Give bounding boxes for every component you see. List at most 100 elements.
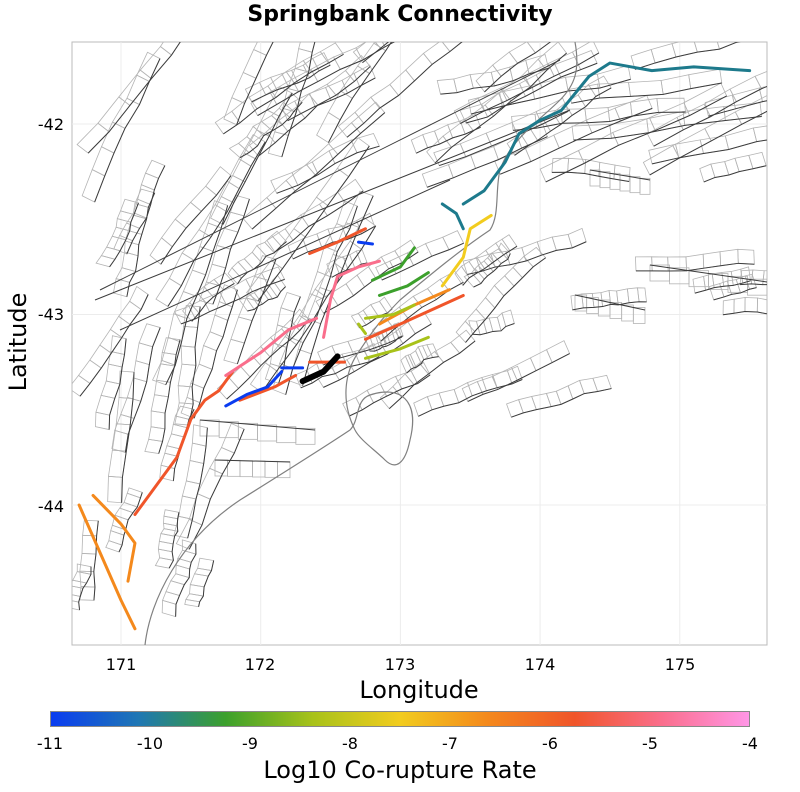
fault-plane [441, 42, 463, 53]
rupture-trace [440, 202, 465, 231]
fault-trace [571, 82, 722, 104]
fault-trace [160, 175, 232, 265]
fault-trace [236, 259, 277, 365]
fault-trace [381, 242, 464, 281]
fault-trace [276, 145, 380, 194]
fault-plane [754, 70, 767, 90]
rupture-trace [224, 316, 319, 377]
fault-plane [756, 20, 777, 38]
fault-trace [323, 323, 432, 388]
fault-trace [236, 42, 274, 125]
fault-trace [212, 198, 250, 305]
map-title: Springbank Connectivity [247, 2, 553, 27]
background-faults-layer [78, 42, 767, 617]
x-tick-label: 174 [525, 655, 556, 674]
fault-plane [769, 300, 781, 314]
fault-trace [649, 264, 767, 283]
fault-plane [774, 271, 785, 287]
colorbar-tick-label: -8 [342, 734, 358, 753]
rupture-trace [133, 370, 235, 517]
fault-trace [261, 225, 377, 393]
fault-trace [99, 59, 561, 291]
fault-trace [651, 139, 767, 165]
fault-trace [222, 92, 293, 225]
fault-trace [223, 53, 344, 135]
fault-trace [472, 323, 515, 336]
fault-trace [94, 109, 571, 301]
fault-trace [416, 126, 481, 154]
fault-trace [191, 283, 235, 322]
fault-trace [126, 192, 156, 297]
fault-trace [465, 257, 546, 343]
fault-trace [79, 294, 149, 397]
fault-plane [639, 177, 651, 195]
colorbar-gradient [50, 711, 750, 727]
fault-trace [199, 419, 316, 431]
fault-trace [118, 492, 143, 553]
fault-trace [348, 374, 431, 417]
fault-trace [323, 251, 419, 314]
fault-trace [634, 42, 741, 70]
fault-plane [793, 275, 800, 289]
fault-trace [78, 566, 92, 611]
fault-plane [747, 278, 767, 296]
fault-trace [187, 427, 208, 539]
fault-trace [258, 66, 371, 157]
rupture-traces-layer [77, 61, 752, 631]
fault-trace [473, 253, 511, 288]
rupture-trace [238, 373, 298, 402]
fault-trace [214, 459, 291, 463]
fault-trace [126, 165, 166, 255]
fault-trace [467, 353, 570, 402]
fault-trace [551, 171, 630, 183]
rupture-trace [356, 240, 374, 246]
fault-trace [500, 107, 653, 175]
fault-trace [708, 100, 767, 117]
fault-plane [783, 273, 794, 289]
fault-trace [362, 42, 390, 64]
fault-trace [346, 42, 463, 138]
fault-plane [373, 42, 392, 52]
fault-plane [392, 2, 419, 32]
fault-trace [226, 319, 310, 400]
fault-trace [369, 335, 404, 352]
coastline [345, 42, 578, 431]
x-tick-label: 171 [106, 655, 137, 674]
fault-trace [434, 52, 567, 164]
fault-trace [703, 165, 767, 183]
fault-plane [758, 85, 767, 103]
fault-plane [779, 116, 800, 138]
fault-trace [545, 95, 727, 183]
fault-trace [108, 338, 127, 430]
fault-trace [180, 278, 285, 325]
x-tick-label: 172 [245, 655, 276, 674]
fault-plane [789, 75, 800, 96]
fault-trace [574, 294, 646, 311]
fault-trace [285, 205, 358, 395]
fault-trace [109, 202, 139, 268]
fault-trace [467, 241, 587, 275]
fault-trace [87, 42, 181, 154]
fault-trace [251, 112, 386, 230]
fault-trace [281, 42, 316, 157]
fault-plane [265, 3, 289, 32]
rupture-trace [77, 503, 137, 631]
rupture-trace [224, 370, 284, 408]
fault-plane [253, 42, 274, 56]
colorbar-tick-label: -11 [36, 734, 64, 753]
x-axis: 171 172 173 174 175 Longitude [106, 655, 696, 704]
fault-plane [277, 0, 297, 9]
fault-trace [484, 42, 552, 93]
fault-trace [124, 327, 161, 453]
fault-trace [471, 78, 631, 115]
coastline [144, 391, 414, 645]
rupture-trace [363, 303, 416, 320]
colorbar-tick-label: -7 [442, 734, 458, 753]
fault-trace [175, 543, 197, 617]
rupture-trace [363, 293, 465, 341]
colorbar [50, 711, 750, 727]
fault-trace [649, 110, 767, 176]
y-axis: -42 -43 -44 Latitude [4, 115, 64, 516]
colorbar-tick-label: -10 [136, 734, 164, 753]
rupture-trace [91, 493, 137, 583]
